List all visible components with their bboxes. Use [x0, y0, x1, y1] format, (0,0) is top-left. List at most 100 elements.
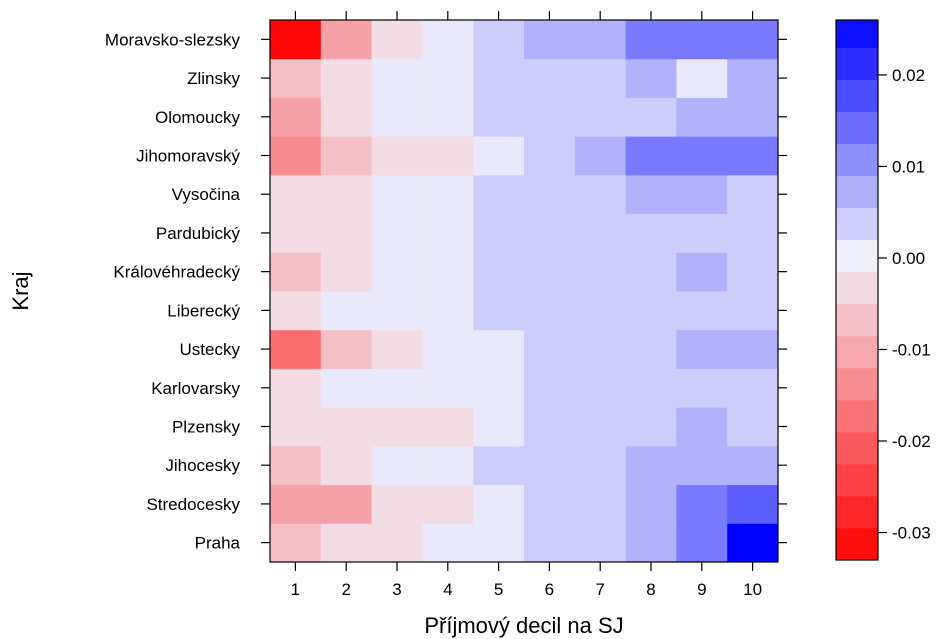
heatmap-cell: [574, 20, 627, 60]
heatmap-cell: [727, 58, 779, 98]
heatmap-cell: [270, 291, 322, 331]
colorbar: -0.03 -0.02 -0.01 0.00 0.01 0.02: [835, 19, 931, 561]
heatmap-cell: [320, 20, 373, 60]
heatmap-cell: [371, 523, 423, 563]
heatmap-cell: [727, 174, 779, 215]
heatmap-cell: [676, 291, 728, 331]
heatmap-cell: [524, 136, 576, 176]
colorbar-tick-label: 0.01: [892, 157, 925, 176]
heatmap-cell: [676, 174, 728, 215]
heatmap-cell: [524, 213, 576, 253]
heatmap-cell: [473, 329, 525, 369]
heatmap-cell: [371, 484, 423, 524]
heatmap-cell: [473, 58, 525, 98]
heatmap-cell: [473, 291, 525, 331]
colorbar-segment: [836, 175, 878, 209]
heatmap-cell: [574, 252, 627, 292]
heatmap-cell: [320, 58, 373, 98]
heatmap-cell: [270, 368, 322, 408]
heatmap-cell: [676, 252, 728, 292]
heatmap-cell: [270, 445, 322, 486]
colorbar-tick-label: -0.02: [892, 432, 931, 451]
heatmap-cell: [727, 291, 779, 331]
y-tick-label: Vysočina: [172, 185, 241, 204]
heatmap-cell: [625, 329, 677, 369]
heatmap-cell: [524, 97, 576, 137]
heatmap-cell: [422, 174, 474, 215]
x-tick-label: 4: [443, 580, 452, 599]
heatmap-cell: [524, 58, 576, 98]
y-tick-label: Karlovarsky: [151, 379, 240, 398]
x-tick-label: 9: [697, 580, 706, 599]
heatmap-cell: [574, 407, 627, 447]
heatmap-cell: [270, 20, 322, 60]
y-tick-label: Královéhradecký: [113, 263, 240, 282]
heatmap-cell: [524, 407, 576, 447]
y-tick-label: Jihocesky: [165, 456, 240, 475]
heatmap-cell: [625, 58, 677, 98]
heatmap-cell: [422, 97, 474, 137]
colorbar-tick-label: 0.00: [892, 249, 925, 268]
y-tick-label: Pardubický: [156, 224, 241, 243]
heatmap-cell: [574, 329, 627, 369]
y-tick-label: Praha: [195, 534, 241, 553]
heatmap-cell: [676, 368, 728, 408]
heatmap-cell: [270, 484, 322, 524]
heatmap-cell: [676, 213, 728, 253]
colorbar-segment: [836, 399, 878, 433]
heatmap-cell: [574, 484, 627, 524]
heatmap-cell: [574, 174, 627, 215]
heatmap-cell: [371, 213, 423, 253]
colorbar-segment: [836, 271, 878, 305]
heatmap-cell: [371, 58, 423, 98]
heatmap-cell: [625, 20, 677, 60]
y-tick-label: Olomoucky: [155, 108, 241, 127]
x-tick-label: 2: [341, 580, 350, 599]
colorbar-tick-label: -0.01: [892, 340, 931, 359]
y-tick-label: Zlinsky: [187, 69, 240, 88]
x-tick-label: 3: [392, 580, 401, 599]
heatmap-cell: [676, 329, 728, 369]
heatmap-cell: [422, 252, 474, 292]
heatmap-cell: [625, 213, 677, 253]
heatmap-cell: [270, 174, 322, 215]
colorbar-segment: [836, 79, 878, 113]
colorbar-segment: [836, 303, 878, 337]
colorbar-segment: [836, 527, 878, 561]
colorbar-segment: [836, 20, 878, 48]
heatmap-cell: [473, 213, 525, 253]
colorbar-segment: [836, 495, 878, 529]
heatmap-cells: [270, 20, 779, 563]
heatmap-cell: [270, 329, 322, 369]
heatmap-cell: [422, 523, 474, 563]
heatmap-cell: [320, 445, 373, 486]
heatmap-cell: [371, 291, 423, 331]
y-tick-label: Stredocesky: [146, 495, 240, 514]
heatmap-cell: [676, 136, 728, 176]
heatmap-cell: [422, 407, 474, 447]
heatmap-cell: [371, 329, 423, 369]
heatmap-cell: [422, 445, 474, 486]
heatmap-cell: [625, 291, 677, 331]
heatmap-cell: [727, 445, 779, 486]
heatmap-cell: [422, 484, 474, 524]
heatmap-cell: [574, 523, 627, 563]
heatmap-cell: [676, 97, 728, 137]
heatmap-cell: [625, 523, 677, 563]
heatmap-cell: [473, 523, 525, 563]
y-tick-label: Plzensky: [172, 418, 241, 437]
heatmap-cell: [320, 291, 373, 331]
x-axis-title: Příjmový decil na SJ: [424, 613, 623, 638]
heatmap-cell: [574, 213, 627, 253]
colorbar-segment: [836, 431, 878, 465]
colorbar-tick-label: -0.03: [892, 524, 931, 543]
heatmap-cell: [270, 523, 322, 563]
x-tick-label: 8: [646, 580, 655, 599]
y-axis-title: Kraj: [8, 271, 33, 310]
heatmap-cell: [727, 20, 779, 60]
colorbar-frame: [835, 19, 879, 561]
heatmap-cell: [676, 523, 728, 563]
colorbar-segment: [836, 207, 878, 241]
heatmap-cell: [524, 291, 576, 331]
